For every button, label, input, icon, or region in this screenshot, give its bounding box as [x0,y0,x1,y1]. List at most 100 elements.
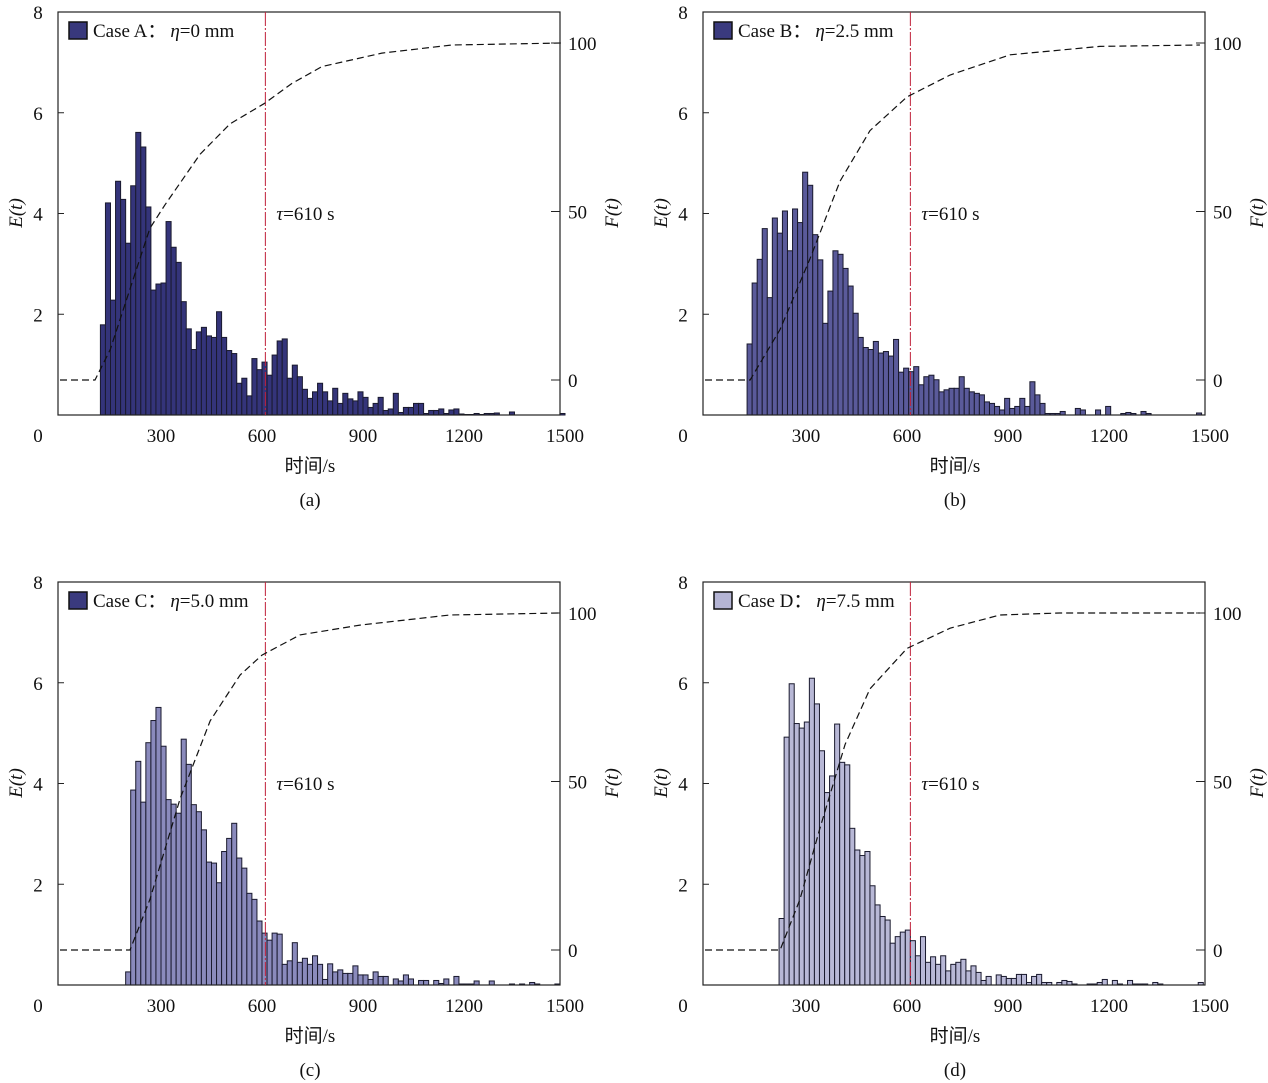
histogram-bar [970,965,977,986]
tau-value: =610 s [283,774,334,795]
histogram-bar [893,338,900,416]
histogram-bar [1004,397,1011,416]
y-tick-label-left: 4 [678,775,688,796]
histogram-bar [839,761,846,986]
histogram-bar [958,376,965,416]
histogram-bar [869,885,876,986]
histogram-bar [877,352,884,416]
y-tick-label-right: 50 [1213,203,1232,224]
histogram-bar [793,723,800,986]
histogram-bar [940,955,947,986]
histogram-bar [135,760,142,986]
histogram-bar [362,396,369,416]
histogram-bar [261,932,268,986]
histogram-bar [392,978,399,986]
histogram-bar [1029,381,1036,416]
histogram-bar [950,963,957,986]
histogram-bar [266,374,273,416]
histogram-bar [150,289,157,416]
histogram-bar [994,405,1001,416]
histogram-bar [879,915,886,986]
x-axis-label: 时间/s [930,1025,981,1047]
x-tick-label: 1200 [445,426,483,447]
histogram-bar [807,184,814,416]
histogram-bar [332,971,339,986]
y-tick-label-left: 2 [33,305,43,326]
histogram-bar [834,723,841,986]
y-tick-label-right: 50 [568,773,587,794]
legend-case: Case A： [93,21,166,42]
y-tick-label-left: 8 [33,573,43,594]
histogram-bar [221,336,228,416]
histogram-bar [751,282,758,416]
histogram-bar [190,804,197,986]
histogram-bar [798,727,805,986]
histogram-bar [1111,979,1118,986]
x-axis-label: 时间/s [285,1025,336,1047]
y-tick-label-right: 100 [1213,34,1242,55]
histogram-bar [291,942,298,986]
histogram-bar [999,409,1006,416]
histogram-bar [271,354,278,416]
histogram-bar [397,980,404,986]
y-tick-label-right: 50 [1213,773,1232,794]
histogram-bar [862,347,869,416]
histogram-bar [933,379,940,416]
x-tick-label: 1500 [1191,996,1229,1017]
x-tick-label: 900 [349,426,378,447]
x-tick-label: 300 [147,426,176,447]
x-tick-label: 300 [792,996,821,1017]
legend-label: Case A： η=0 mm [93,21,235,42]
legend-value: =2.5 mm [825,21,894,42]
histogram-bar [165,799,172,986]
histogram-bar [296,961,303,986]
histogram-bar [226,350,233,416]
histogram-bar [145,742,152,986]
legend-value: =7.5 mm [826,591,895,612]
histogram-bar [1101,978,1108,986]
tau-value: =610 s [928,774,979,795]
histogram-bar [337,969,344,986]
histogram-bar [980,979,987,986]
histogram-bar [322,391,329,416]
histogram-bar [995,974,1002,986]
histogram-bar [256,369,263,416]
y-tick-label-right: 100 [1213,604,1242,625]
histogram-bar [135,131,142,416]
histogram-bar [160,745,167,986]
histogram-bar [372,402,379,416]
y-tick-label-left: 6 [33,674,43,695]
histogram-bar [347,972,354,986]
y-tick-label-left: 4 [33,205,43,226]
y-axis-label-right: F(t) [1247,768,1268,799]
histogram-bar [898,371,905,416]
y-tick-label-left: 0 [33,426,43,447]
histogram-bar [985,975,992,986]
histogram-bar [357,974,364,986]
histogram-bar [965,970,972,986]
histogram-bar [945,970,952,986]
histogram-bar [322,978,329,986]
x-tick-label: 600 [248,426,277,447]
panel-c: 0 2 4 6 8 0 50 100 300 600 900 1200 1500 时间/s (c) E(t) F… [6,573,623,1081]
histogram-bar [889,942,896,986]
histogram-bar [200,326,207,416]
y-tick-label-left: 4 [678,205,688,226]
histogram-bar [857,336,864,416]
histogram-bar [190,349,197,416]
histogram-bar [786,250,794,416]
histogram-bar [859,855,866,986]
histogram-bar [418,979,425,986]
histogram-bar [337,402,344,416]
y-tick-label-right: 100 [568,604,597,625]
histogram-bar [165,221,172,416]
tau-symbol: τ [276,774,284,795]
y-tick-label-left: 4 [33,775,43,796]
histogram-bar [453,408,460,416]
legend-label: Case D： η=7.5 mm [738,591,895,612]
histogram-bar [908,371,915,416]
cumulative-curve [60,42,562,381]
histogram-bar [185,328,192,416]
histogram-bar [296,376,303,416]
